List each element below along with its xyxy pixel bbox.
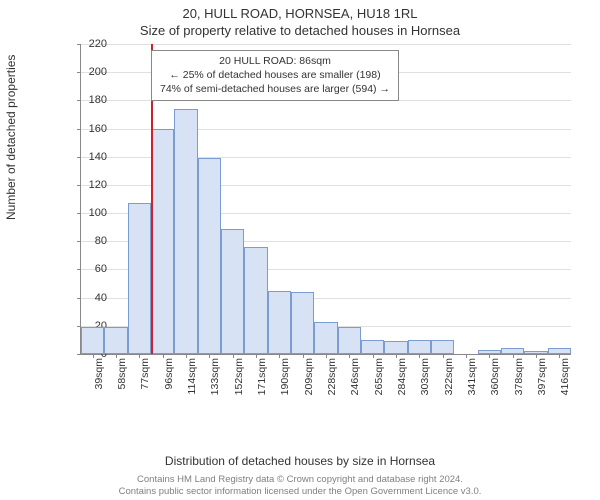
y-axis-label: Number of detached properties bbox=[4, 55, 18, 220]
y-tick-label: 120 bbox=[77, 179, 107, 191]
x-axis-label: Distribution of detached houses by size … bbox=[0, 454, 600, 468]
footnote: Contains HM Land Registry data © Crown c… bbox=[0, 474, 600, 498]
footnote-line-2: Contains public sector information licen… bbox=[0, 486, 600, 498]
x-tick-label: 341sqm bbox=[466, 358, 478, 398]
histogram-bar bbox=[221, 229, 244, 354]
y-tick-label: 160 bbox=[77, 123, 107, 135]
histogram-bar bbox=[314, 322, 337, 354]
histogram-bar bbox=[174, 109, 197, 354]
info-line-3: 74% of semi-detached houses are larger (… bbox=[160, 82, 390, 96]
histogram-bar bbox=[244, 247, 267, 354]
x-tick-label: 77sqm bbox=[139, 358, 151, 398]
footnote-line-1: Contains HM Land Registry data © Crown c… bbox=[0, 474, 600, 486]
histogram-bar bbox=[431, 340, 454, 354]
x-tick-label: 152sqm bbox=[233, 358, 245, 398]
info-box: 20 HULL ROAD: 86sqm ← 25% of detached ho… bbox=[151, 50, 399, 101]
histogram-bar bbox=[361, 340, 384, 354]
x-tick-label: 397sqm bbox=[536, 358, 548, 398]
x-tick-label: 378sqm bbox=[513, 358, 525, 398]
x-tick-label: 246sqm bbox=[349, 358, 361, 398]
x-tick-label: 58sqm bbox=[116, 358, 128, 398]
x-tick-label: 228sqm bbox=[326, 358, 338, 398]
histogram-bar bbox=[198, 158, 221, 354]
y-tick-label: 140 bbox=[77, 151, 107, 163]
grid-line bbox=[81, 44, 571, 45]
x-tick-label: 209sqm bbox=[303, 358, 315, 398]
histogram-bar bbox=[338, 327, 361, 354]
info-line-2: ← 25% of detached houses are smaller (19… bbox=[160, 68, 390, 82]
y-tick-label: 200 bbox=[77, 66, 107, 78]
x-tick-label: 284sqm bbox=[396, 358, 408, 398]
x-tick-label: 190sqm bbox=[279, 358, 291, 398]
histogram-bar bbox=[408, 340, 431, 354]
histogram-bar bbox=[81, 327, 104, 354]
histogram-bar bbox=[128, 203, 151, 354]
y-tick-label: 60 bbox=[77, 263, 107, 275]
x-tick-label: 265sqm bbox=[373, 358, 385, 398]
x-tick-label: 171sqm bbox=[256, 358, 268, 398]
histogram-bar bbox=[151, 129, 174, 354]
x-tick-label: 39sqm bbox=[93, 358, 105, 398]
page-title-sub: Size of property relative to detached ho… bbox=[0, 21, 600, 38]
x-tick-label: 303sqm bbox=[419, 358, 431, 398]
y-tick-label: 180 bbox=[77, 94, 107, 106]
x-tick-label: 322sqm bbox=[443, 358, 455, 398]
y-tick-label: 40 bbox=[77, 292, 107, 304]
y-tick-label: 220 bbox=[77, 38, 107, 50]
x-tick-label: 360sqm bbox=[489, 358, 501, 398]
chart-container: 02040608010012014016018020022039sqm58sqm… bbox=[50, 44, 570, 404]
histogram-bar bbox=[268, 291, 291, 354]
histogram-bar bbox=[291, 292, 314, 354]
histogram-bar bbox=[104, 327, 127, 354]
x-tick-label: 114sqm bbox=[186, 358, 198, 398]
page-title-address: 20, HULL ROAD, HORNSEA, HU18 1RL bbox=[0, 0, 600, 21]
y-tick-label: 80 bbox=[77, 235, 107, 247]
x-tick-label: 96sqm bbox=[163, 358, 175, 398]
info-line-1: 20 HULL ROAD: 86sqm bbox=[160, 54, 390, 68]
x-tick-label: 416sqm bbox=[559, 358, 571, 398]
histogram-bar bbox=[384, 341, 407, 354]
y-tick-label: 100 bbox=[77, 207, 107, 219]
plot-area: 02040608010012014016018020022039sqm58sqm… bbox=[80, 44, 571, 355]
x-tick-label: 133sqm bbox=[209, 358, 221, 398]
